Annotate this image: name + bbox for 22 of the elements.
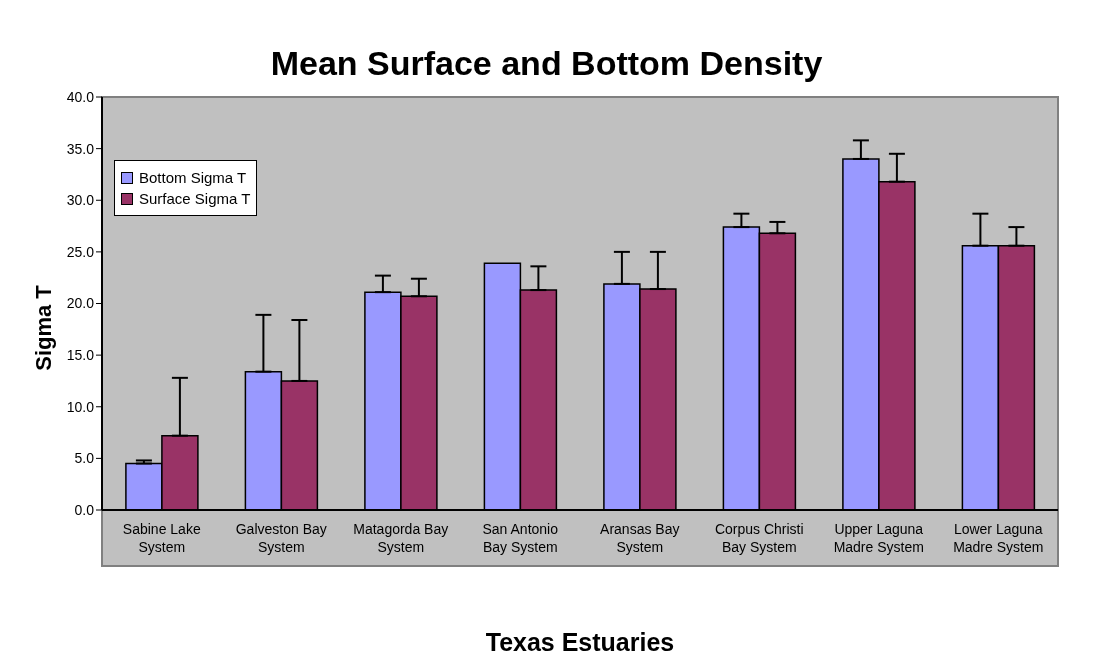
y-tick-label: 30.0: [66, 192, 95, 209]
legend-label: Surface Sigma T: [139, 190, 251, 207]
x-tick-label: Galveston Bay System: [235, 521, 327, 555]
chart-title: Mean Surface and Bottom Density: [269, 44, 824, 83]
y-tick-label: 5.0: [74, 450, 95, 467]
x-tick-label: Lower Laguna Madre System: [953, 521, 1044, 555]
y-tick-label: 25.0: [66, 243, 95, 260]
y-tick-label: 10.0: [66, 398, 95, 415]
x-tick-label: Upper Laguna Madre System: [833, 521, 924, 555]
x-tick-label: Aransas Bay System: [600, 521, 680, 555]
y-axis-title: Sigma T: [31, 285, 57, 371]
y-tick-label: 35.0: [66, 140, 95, 157]
x-tick-label: Matagorda Bay System: [353, 521, 449, 555]
x-tick-label: San Antonio Bay System: [482, 521, 559, 555]
x-tick-label: Corpus Christi Bay System: [714, 521, 804, 555]
legend-label: Bottom Sigma T: [139, 169, 247, 186]
y-tick-label: 40.0: [66, 88, 95, 105]
x-tick-label: Sabine Lake System: [122, 521, 201, 555]
y-tick-label: 15.0: [66, 347, 95, 364]
y-tick-label: 0.0: [74, 501, 95, 518]
x-axis-title: Texas Estuaries: [484, 628, 676, 657]
y-tick-label: 20.0: [66, 295, 95, 312]
